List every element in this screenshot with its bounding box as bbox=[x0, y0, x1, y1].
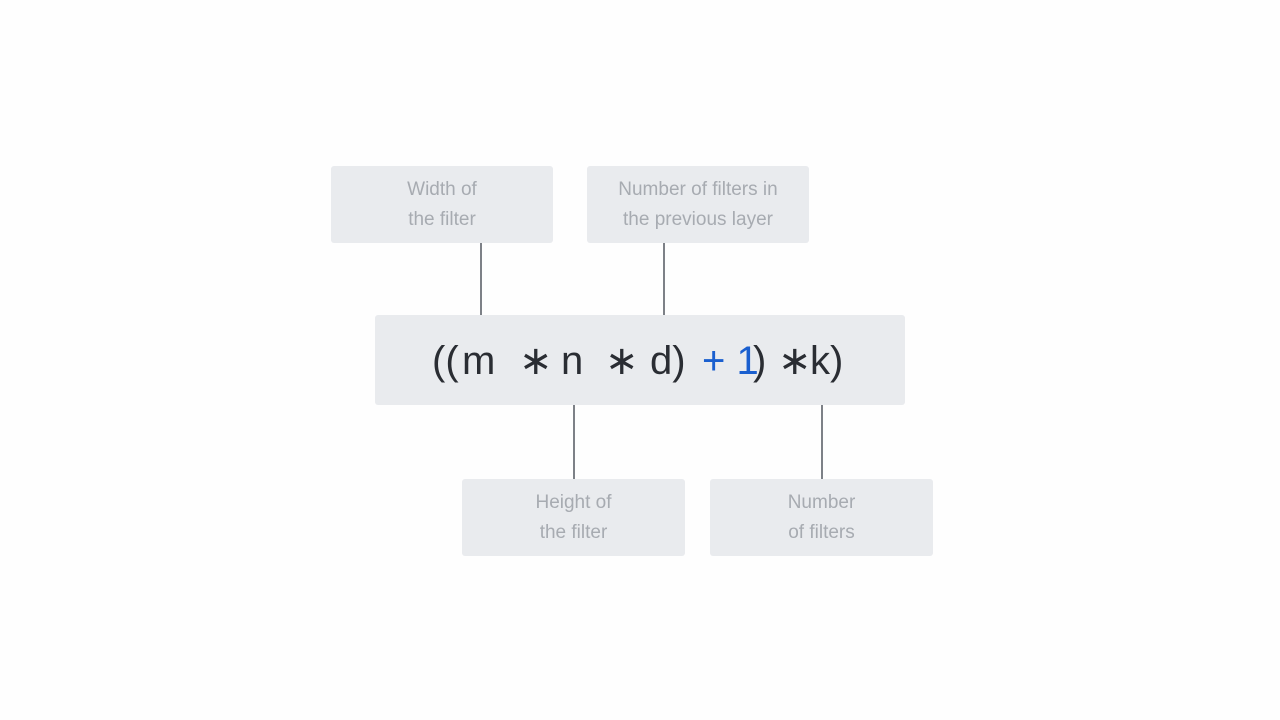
formula-close-paren: ) bbox=[753, 339, 767, 383]
formula-d: d) bbox=[650, 339, 686, 383]
formula-k: k) bbox=[810, 339, 844, 383]
connector-width bbox=[480, 243, 482, 338]
formula-multiply-2: ∗ bbox=[605, 339, 639, 383]
formula-n: n bbox=[561, 339, 584, 383]
formula-multiply-1: ∗ bbox=[519, 339, 553, 383]
label-line: the filter bbox=[408, 208, 476, 230]
width-of-filter-label: Width of the filter bbox=[331, 166, 553, 243]
formula: (( m ∗ n ∗ d) + 1 ) ∗ k) bbox=[0, 336, 1280, 386]
height-of-filter-label: Height of the filter bbox=[462, 479, 685, 556]
label-line: Number of filters in bbox=[618, 178, 778, 200]
formula-plus-one: + 1 bbox=[702, 339, 759, 383]
connector-height bbox=[573, 385, 575, 479]
label-line: the filter bbox=[539, 521, 608, 543]
label-line: Height of bbox=[535, 491, 612, 513]
formula-multiply-3: ∗ bbox=[778, 339, 812, 383]
formula-box bbox=[375, 315, 905, 405]
label-line: Number bbox=[787, 491, 856, 513]
connector-number-filters bbox=[821, 385, 823, 479]
label-line: the previous layer bbox=[623, 208, 773, 230]
formula-open-parens: (( bbox=[432, 339, 459, 383]
label-line: Width of bbox=[407, 178, 477, 200]
formula-m: m bbox=[462, 339, 496, 383]
filters-previous-layer-label: Number of filters in the previous layer bbox=[587, 166, 809, 243]
connector-previous-layer bbox=[663, 243, 665, 338]
number-of-filters-label: Number of filters bbox=[710, 479, 933, 556]
label-line: of filters bbox=[788, 521, 855, 543]
